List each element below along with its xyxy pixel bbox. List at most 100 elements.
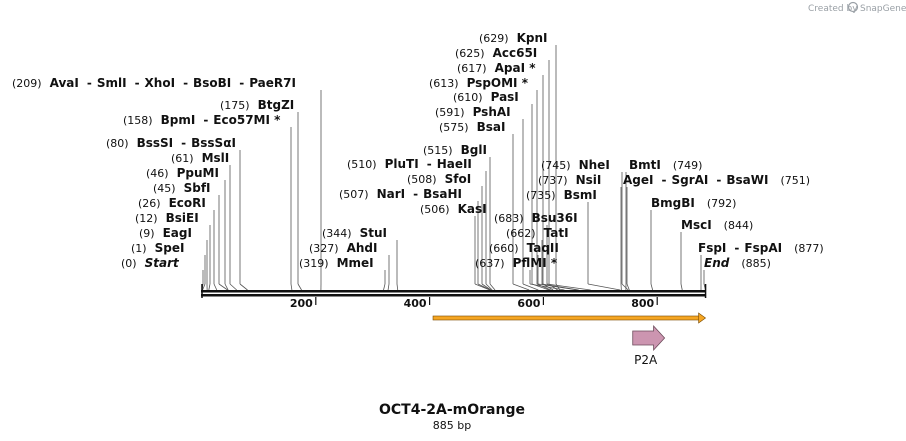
enzyme-name: Start	[145, 256, 180, 270]
name-separator: -	[181, 136, 186, 150]
site-bsai: (575) BsaI	[439, 120, 505, 134]
leader-foot-pshai	[522, 283, 539, 291]
site-msci: MscI (844)	[681, 218, 753, 232]
tick-label-800: 800	[631, 297, 654, 310]
site-position: (662)	[506, 227, 536, 240]
enzyme-name: AgeI	[623, 173, 653, 187]
site-btgzi: (175) BtgZI	[220, 98, 294, 112]
enzyme-name: BsaI	[477, 120, 506, 134]
enzyme-name: BsaHI	[423, 187, 462, 201]
name-separator: -	[87, 76, 92, 90]
site-position: (26)	[138, 197, 161, 210]
site-bgli: (515) BglI	[423, 143, 487, 157]
leader-foot-bmti	[621, 283, 629, 291]
enzyme-name: BsaWI	[726, 173, 768, 187]
leader-foot-pluti	[485, 283, 493, 291]
site-position: (629)	[479, 32, 509, 45]
site-pasi: (610) PasI	[453, 90, 519, 104]
site-position: (209)	[12, 77, 42, 90]
enzyme-name: KpnI	[517, 31, 548, 45]
sequence-length: 885 bp	[433, 419, 471, 432]
leader-foot-msli	[229, 283, 237, 291]
site-bpmi: (158) BpmI - Eco57MI *	[123, 113, 281, 127]
enzyme-name: BpmI	[161, 113, 196, 127]
enzyme-name: BsiEI	[166, 211, 199, 225]
site-position: (885)	[741, 257, 771, 270]
site-position: (737)	[538, 174, 568, 187]
site-bsiei: (12) BsiEI	[135, 211, 199, 225]
sequence-title: OCT4-2A-mOrange	[379, 402, 525, 418]
enzyme-name: FspI	[698, 241, 726, 255]
site-position: (510)	[347, 158, 377, 171]
backbone-bottom-strand	[201, 294, 705, 297]
site-pshai: (591) PshAI	[435, 105, 511, 119]
leader-foot-sbfi	[218, 283, 228, 291]
site-start: (0) Start	[121, 256, 180, 270]
site-agei: AgeI - SgrAI - BsaWI (751)	[623, 173, 810, 187]
enzyme-name: SpeI	[155, 241, 185, 255]
enzyme-name: NsiI	[576, 173, 602, 187]
enzyme-name: NheI	[579, 158, 610, 172]
site-position: (683)	[494, 212, 524, 225]
leader-foot-nari	[477, 283, 491, 291]
site-acc65i: (625) Acc65I	[455, 46, 537, 60]
site-fspi: FspI - FspAI (877)	[698, 241, 824, 255]
feature-orf-arrowhead	[698, 312, 707, 324]
site-position: (844)	[724, 219, 754, 232]
site-position: (327)	[309, 242, 339, 255]
leader-foot-bsu36i	[546, 283, 591, 291]
backbone-top-strand	[201, 290, 705, 293]
name-separator: -	[239, 76, 244, 90]
leader-foot-bgli	[489, 283, 496, 291]
enzyme-name: Acc65I	[493, 46, 538, 60]
leader-foot-ppumi	[224, 283, 229, 291]
tick-label-200: 200	[290, 297, 313, 310]
site-bsssi: (80) BssSI - BssSαI	[106, 136, 236, 150]
site-position: (175)	[220, 99, 250, 112]
site-end: End (885)	[704, 256, 771, 270]
site-ahdi: (327) AhdI	[309, 241, 377, 255]
snapgene-credit: Created by SnapGene	[808, 1, 906, 14]
name-separator: -	[716, 173, 721, 187]
site-position: (745)	[541, 159, 571, 172]
name-separator: -	[413, 187, 418, 201]
site-position: (0)	[121, 257, 137, 270]
leader-foot-ahdi	[387, 283, 390, 291]
site-tati: (662) TatI	[506, 226, 569, 240]
site-position: (12)	[135, 212, 158, 225]
feature-orf-bar	[432, 315, 700, 321]
enzyme-name: MscI	[681, 218, 712, 232]
enzyme-name: PasI	[491, 90, 519, 104]
leader-foot-mmei	[383, 283, 386, 291]
site-avai: (209) AvaI - SmlI - XhoI - BsoBI - PaeR7I	[12, 76, 296, 90]
site-position: (613)	[429, 77, 459, 90]
site-position: (792)	[707, 197, 737, 210]
site-position: (735)	[526, 189, 556, 202]
leader-foot-kasi	[474, 283, 491, 291]
enzyme-name: BglI	[461, 143, 487, 157]
enzyme-name: StuI	[360, 226, 387, 240]
enzyme-name: EcoRI	[169, 196, 206, 210]
leader-foot-pflmi	[529, 283, 565, 291]
site-labels: (0) Start(1) SpeI(9) EagI (12) BsiEI (26) EcoRI…	[12, 31, 824, 270]
leader-foot-tati	[541, 283, 579, 291]
site-position: (506)	[420, 203, 450, 216]
enzyme-name: TatI	[544, 226, 569, 240]
enzyme-name: PpuMI	[177, 166, 219, 180]
enzyme-name: ApaI *	[495, 61, 537, 75]
credit-brand: SnapGene	[860, 4, 906, 14]
site-position: (1)	[131, 242, 147, 255]
enzyme-name: SfoI	[445, 172, 472, 186]
leader-foot-bmgbi	[650, 283, 654, 291]
site-spei: (1) SpeI	[131, 241, 184, 255]
site-position: (617)	[457, 62, 487, 75]
site-position: (80)	[106, 137, 129, 150]
name-separator: -	[183, 76, 188, 90]
site-ecori: (26) EcoRI	[138, 196, 206, 210]
site-taqii: (660) TaqII	[489, 241, 559, 255]
enzyme-name: PluTI	[385, 157, 419, 171]
site-nhei: (745) NheI	[541, 158, 610, 172]
credit-prefix: Created by	[808, 4, 858, 14]
enzyme-name: EagI	[163, 226, 192, 240]
enzyme-name: NarI	[377, 187, 406, 201]
